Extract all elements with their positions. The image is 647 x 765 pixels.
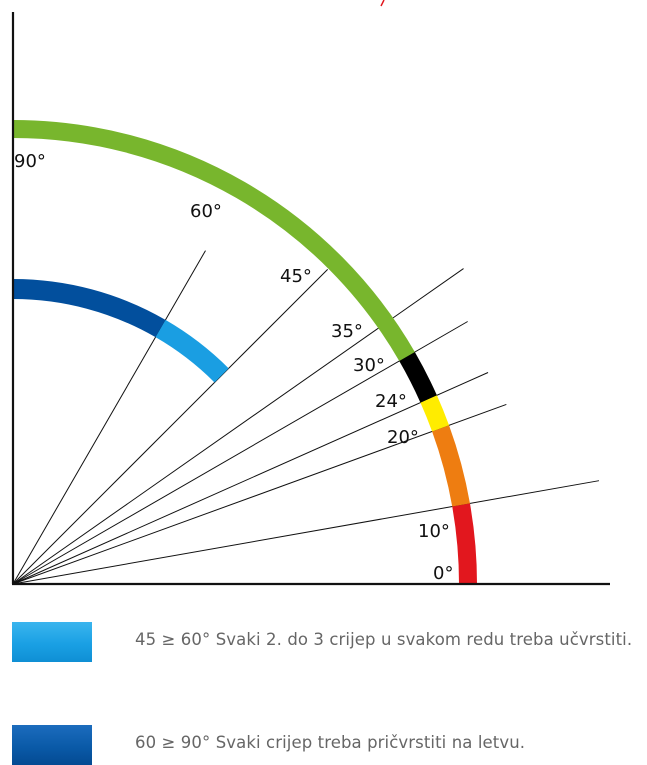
inner-arc-segment-light-blue <box>155 319 229 383</box>
angle-label-90: 90° <box>14 151 46 172</box>
outer-arc-segment-orange <box>432 425 470 507</box>
angle-label-20: 20° <box>387 427 419 448</box>
outer-arc-segment-yellow <box>420 395 450 432</box>
legend-item-light-blue: 45 ≥ 60° Svaki 2. do 3 crijep u svakom r… <box>12 622 642 662</box>
angle-diagram-svg: 90° 60° 45° 35° 30° 24° 20° 10° 0° <box>11 0 610 586</box>
legend-swatch-light-blue <box>12 622 92 662</box>
inner-arc-segment-dark-blue <box>12 279 166 338</box>
outer-arc-segment-green <box>12 120 415 362</box>
angle-label-0: 0° <box>433 563 453 584</box>
angle-labels: 90° 60° 45° 35° 30° 24° 20° 10° 0° <box>14 151 453 584</box>
legend-swatch-dark-blue <box>12 725 92 765</box>
inner-arc <box>12 279 229 383</box>
angle-label-30: 30° <box>353 355 385 376</box>
angle-ray-60 <box>12 250 206 585</box>
angle-ray-30 <box>12 321 468 585</box>
angle-ray-10 <box>12 480 600 585</box>
legend-item-dark-blue: 60 ≥ 90° Svaki crijep treba pričvrstiti … <box>12 725 642 765</box>
angle-label-35: 35° <box>331 321 363 342</box>
roof-pitch-diagram: 90° 60° 45° 35° 30° 24° 20° 10° 0° <box>11 0 610 586</box>
angle-label-24: 24° <box>375 391 407 412</box>
angle-rays <box>12 250 600 585</box>
angle-ray-24 <box>12 372 489 585</box>
angle-ray-45 <box>12 268 329 585</box>
top-decoration-mark <box>380 0 385 7</box>
outer-arc-segment-black <box>399 352 437 403</box>
outer-arc-segment-red <box>452 503 477 585</box>
angle-label-60: 60° <box>190 201 222 222</box>
angle-label-10: 10° <box>418 521 450 542</box>
outer-arc <box>12 120 477 585</box>
angle-label-45: 45° <box>280 266 312 287</box>
legend-text-dark-blue: 60 ≥ 90° Svaki crijep treba pričvrstiti … <box>135 733 526 752</box>
angle-ray-20 <box>12 403 507 585</box>
legend-text-light-blue: 45 ≥ 60° Svaki 2. do 3 crijep u svakom r… <box>135 630 633 649</box>
